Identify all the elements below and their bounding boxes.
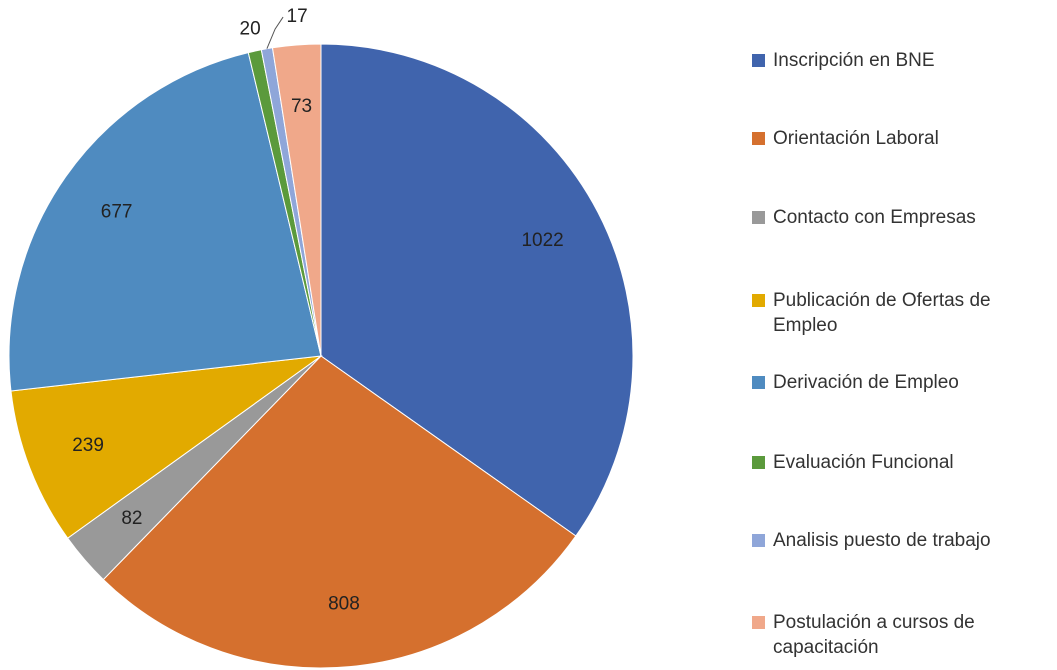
legend-swatch [752, 534, 765, 547]
data-label: 239 [72, 435, 104, 456]
data-label: 82 [121, 508, 142, 529]
legend-label: Derivación de Empleo [773, 372, 959, 393]
pie-slice [102, 355, 577, 669]
legend-swatch [752, 376, 765, 389]
pie-slice [8, 51, 322, 392]
pie-slice [271, 43, 322, 357]
data-label: 1022 [521, 230, 563, 251]
legend-label: Publicación de Ofertas de Empleo [773, 290, 991, 336]
legend-label: Analisis puesto de trabajo [773, 530, 991, 551]
legend-label: Inscripción en BNE [773, 50, 935, 71]
legend-label: Evaluación Funcional [773, 452, 954, 473]
legend-label: Postulación a cursos de capacitación [773, 612, 975, 658]
legend-label: Orientación Laboral [773, 128, 939, 149]
data-label: 73 [291, 96, 312, 117]
data-label: 677 [101, 202, 133, 223]
legend-swatch [752, 294, 765, 307]
legend-swatch [752, 132, 765, 145]
legend-swatch [752, 54, 765, 67]
pie-slice [10, 355, 323, 539]
pie-slice [320, 43, 634, 537]
legend-label: Contacto con Empresas [773, 207, 976, 228]
data-label: 17 [287, 6, 308, 27]
legend-swatch [752, 211, 765, 224]
legend-swatch [752, 456, 765, 469]
data-label: 20 [240, 19, 261, 40]
legend-swatch [752, 616, 765, 629]
data-label: 808 [328, 594, 360, 615]
leader-line [266, 16, 284, 49]
